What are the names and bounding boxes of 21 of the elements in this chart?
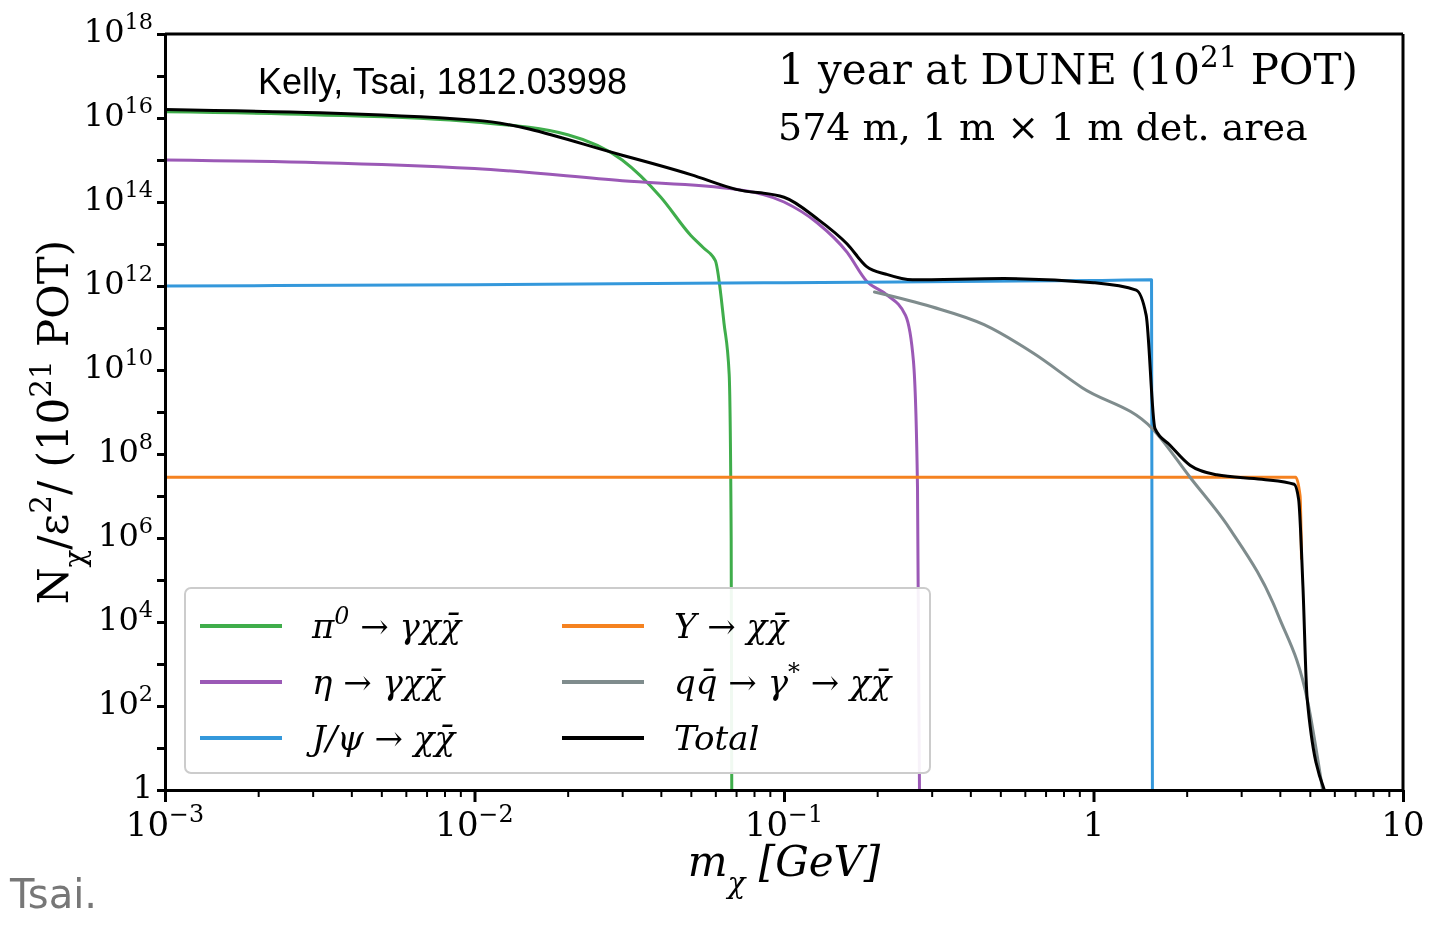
legend-label: Total [674,718,760,758]
x-tick-label: 10$^{−2}$ [435,800,514,844]
text: Tsai. [9,871,97,917]
annotation: 574 m, 1 m × 1 m det. area [778,105,1308,149]
annotation: Kelly, Tsai, 1812.03998 [258,61,627,102]
y-tick-label: 10$^{14}$ [83,176,153,218]
x-tick-label: 10 [1381,804,1425,844]
legend-label: η → γχχ̄ [312,662,447,702]
y-tick-label: 10$^{4}$ [98,596,153,638]
annotation: 1 year at DUNE (10$^{21}$ POT) [778,40,1358,94]
y-tick-label: 10$^{18}$ [83,8,153,50]
y-tick-label: 10$^{2}$ [98,680,153,722]
y-tick-label: 10$^{8}$ [98,428,153,470]
y-tick-label: 10$^{6}$ [98,512,153,554]
legend-label: π$^{0}$ → γχχ̄ [311,602,464,646]
legend-label: Υ → χχ̄ [674,606,791,646]
legend-label: J/ψ → χχ̄ [306,718,458,758]
y-tick-label: 10$^{12}$ [83,260,153,302]
legend-label: qq̄ → γ$^{*}$ → χχ̄ [674,658,894,702]
y-tick-label: 10$^{16}$ [83,92,153,134]
x-tick-label: 1 [1082,804,1105,844]
